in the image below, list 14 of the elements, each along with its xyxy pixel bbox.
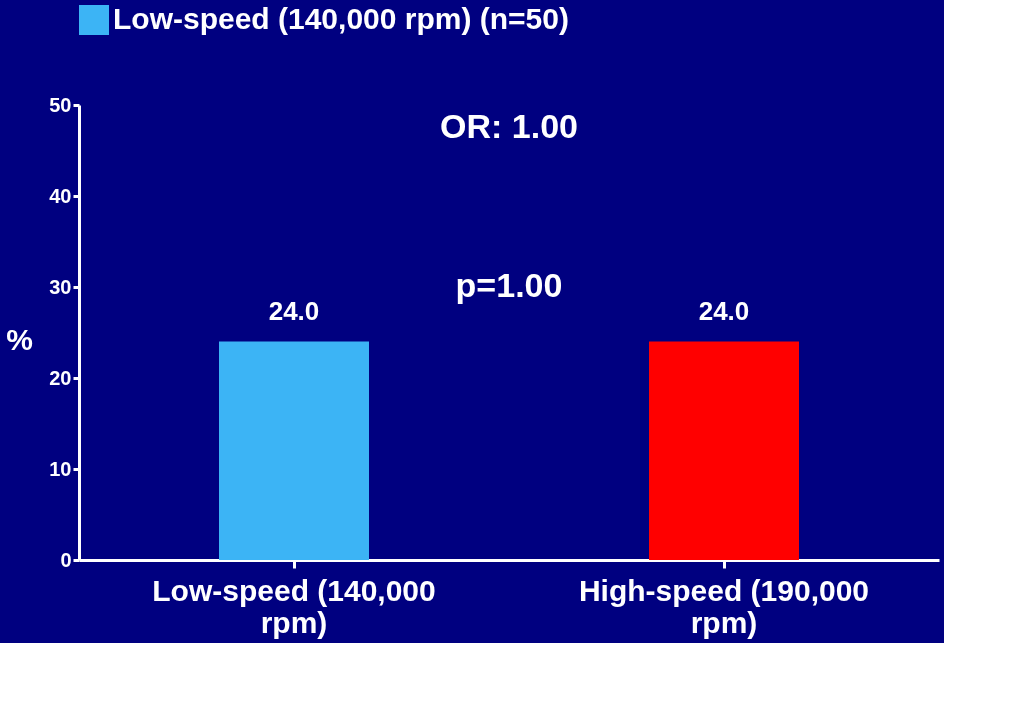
x-tick-label: Low-speed (140,000 rpm) [152, 573, 436, 639]
y-tick-label: 20 [49, 366, 72, 389]
annotation: p=1.00 [455, 266, 563, 304]
annotation: OR: 1.00 [440, 106, 578, 145]
legend-label: Low-speed (140,000 rpm) (n=50) [113, 2, 569, 35]
y-axis-title: % [6, 322, 33, 356]
data-label: 24.0 [268, 295, 320, 326]
y-tick-label: 50 [49, 93, 72, 116]
data-label: 24.0 [698, 295, 750, 326]
y-tick-label: 10 [49, 457, 72, 480]
x-tick-label: High-speed (190,000 rpm) [578, 573, 870, 639]
y-tick-label: 40 [49, 184, 72, 207]
y-tick-label: 0 [60, 548, 72, 571]
y-tick-label: 30 [49, 275, 72, 298]
